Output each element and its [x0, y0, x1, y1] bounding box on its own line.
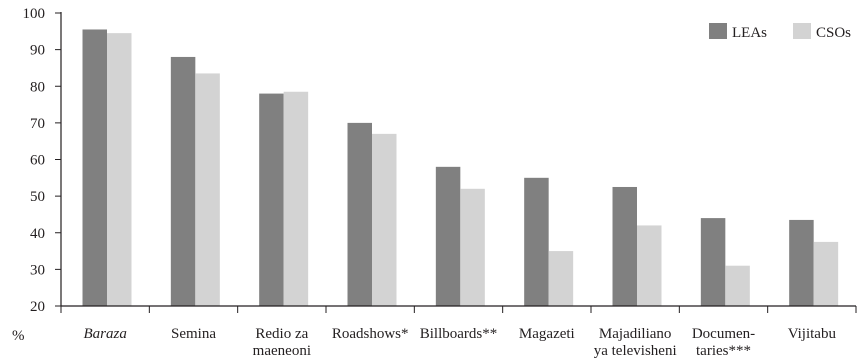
x-tick-label-line: ya televisheni	[594, 343, 677, 359]
x-tick-label-line: Magazeti	[519, 326, 575, 342]
y-tick-label-90: 90	[30, 43, 45, 59]
bar-leas-8	[789, 219, 814, 306]
x-tick-label-3: Roadshows*	[332, 326, 409, 342]
x-tick-label-line: Documen-	[692, 326, 755, 342]
bar-leas-6	[612, 186, 637, 306]
y-axis-label: %	[12, 328, 25, 344]
bar-csos-2	[283, 91, 309, 307]
legend-swatch-leas	[709, 23, 727, 39]
axes-layer: 20 30 40 50 60 70 80 90 100 Baraza Semina Redio za m…	[23, 6, 857, 359]
y-tick-label-50: 50	[30, 189, 45, 205]
y-tick-label-100: 100	[23, 6, 46, 22]
bar-csos-8	[813, 241, 839, 306]
legend-label-leas: LEAs	[732, 25, 767, 41]
legend: LEAs CSOs	[709, 23, 851, 41]
bar-csos-1	[195, 73, 220, 307]
bar-leas-0	[82, 29, 107, 306]
x-tick-label-5: Magazeti	[519, 326, 575, 342]
bar-csos-7	[725, 265, 750, 306]
x-tick-label-line: Redio za	[255, 326, 308, 342]
y-tick-label-30: 30	[30, 262, 45, 278]
bar-csos-0	[107, 33, 132, 306]
bar-leas-1	[170, 56, 196, 307]
bar-csos-3	[372, 133, 397, 306]
bar-leas-2	[259, 93, 284, 306]
x-tick-label-line: taries***	[696, 343, 751, 359]
y-tick-label-20: 20	[30, 299, 45, 315]
bars-layer	[82, 29, 839, 307]
x-tick-label-4: Billboards**	[420, 326, 498, 342]
x-tick-label-line: maeneoni	[253, 343, 311, 359]
x-tick-label-line: Baraza	[83, 326, 126, 342]
y-tick-label-80: 80	[30, 79, 45, 95]
legend-label-csos: CSOs	[816, 25, 851, 41]
bar-csos-6	[637, 225, 662, 306]
y-tick-label-70: 70	[30, 116, 45, 132]
legend-swatch-csos	[793, 23, 811, 39]
x-tick-label-line: Billboards**	[420, 326, 498, 342]
y-tick-label-40: 40	[30, 226, 45, 242]
x-tick-label-0: Baraza	[83, 326, 126, 342]
y-tick-label-60: 60	[30, 153, 45, 169]
x-tick-label-7: Documen-taries***	[692, 326, 755, 359]
bar-leas-4	[435, 166, 461, 306]
x-tick-label-line: Roadshows*	[332, 326, 409, 342]
bar-leas-3	[347, 122, 372, 307]
x-tick-label-2: Redio za maeneoni	[253, 326, 311, 359]
bar-leas-5	[524, 177, 549, 306]
bar-csos-4	[460, 188, 485, 306]
x-tick-label-line: Majadiliano	[599, 326, 671, 342]
x-tick-label-8: Vijitabu	[788, 326, 837, 342]
x-tick-label-1: Semina	[171, 326, 216, 342]
x-tick-label-line: Vijitabu	[788, 326, 837, 342]
x-tick-label-6: Majadiliano ya televisheni	[594, 326, 677, 359]
bar-leas-7	[700, 218, 726, 306]
x-tick-label-line: Semina	[171, 326, 216, 342]
bar-csos-5	[548, 251, 574, 306]
